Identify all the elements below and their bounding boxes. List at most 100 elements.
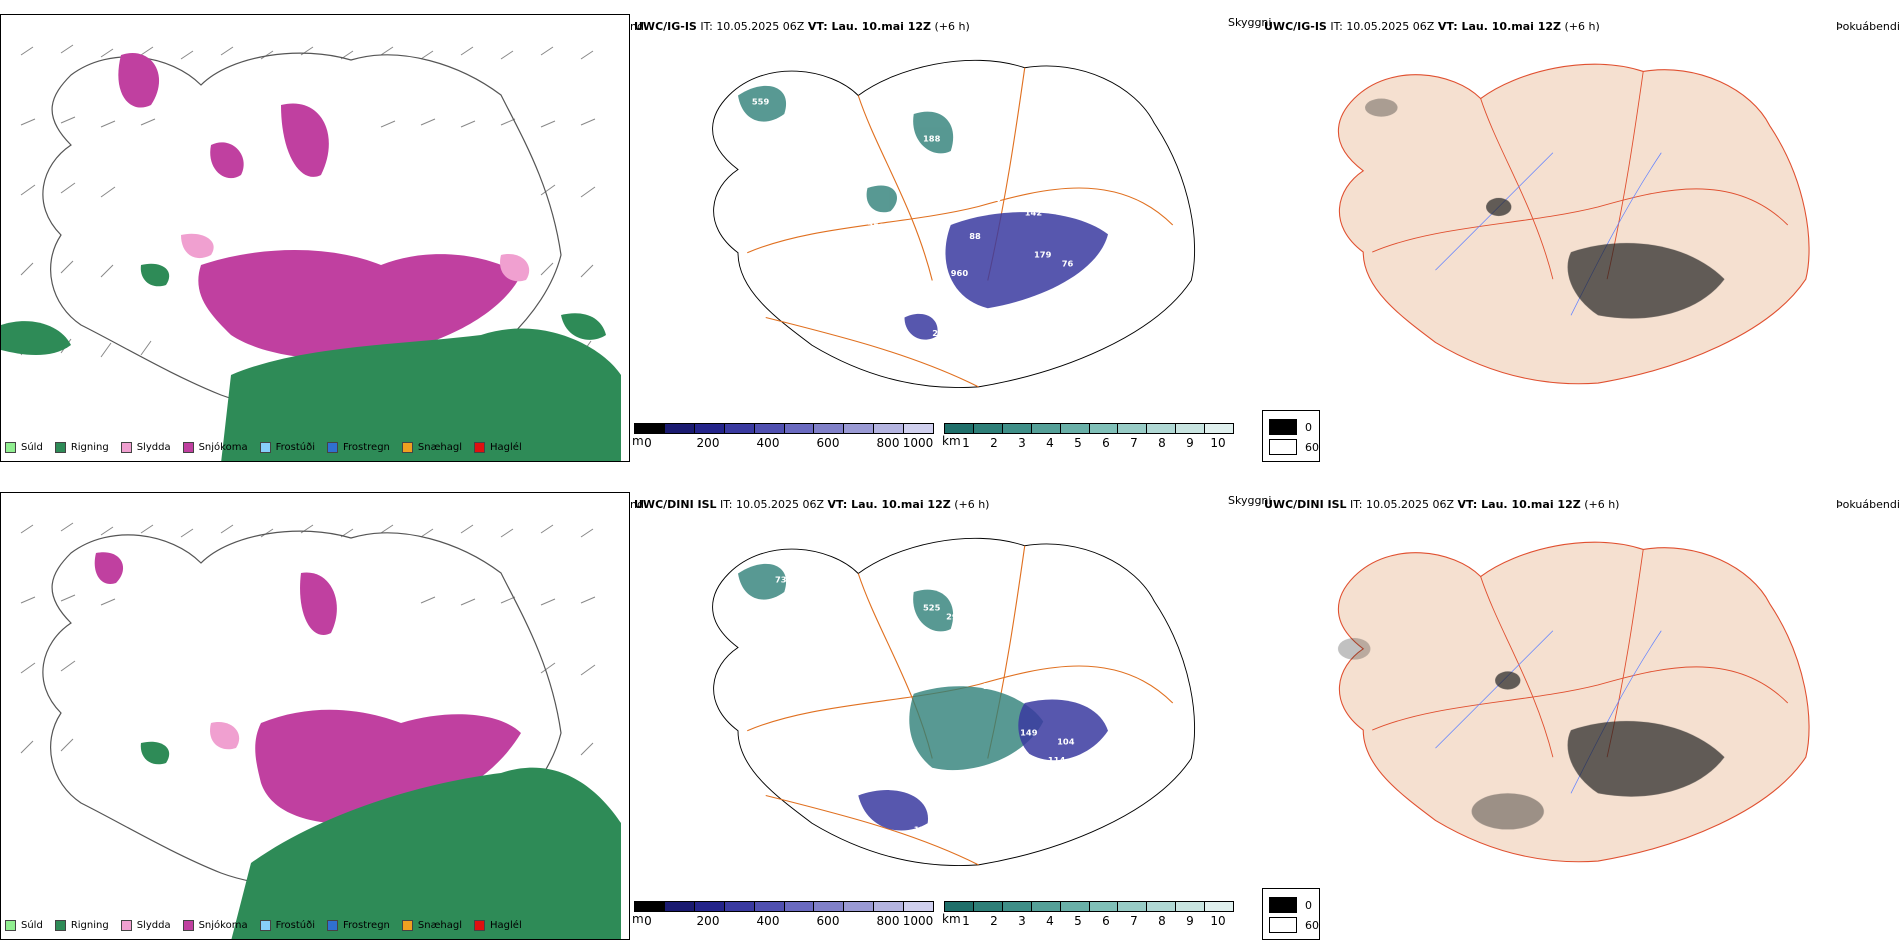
ceiling-value-label: 179 <box>1034 249 1052 259</box>
ceiling-value-label: 338 <box>937 101 955 111</box>
ceiling-colorbar-swatches <box>634 901 934 912</box>
precip-type-map: Súld Rigning Slydda Snjókoma Frostúði Fr… <box>0 492 630 940</box>
row-ig-is: UWC/IG-IS IT: 10.05.2025 06Z VT: Lau. 10… <box>0 0 1900 470</box>
ceiling-value-label: 166 <box>942 296 960 306</box>
visibility-colorbar-swatches <box>944 423 1234 434</box>
ceiling-value-label: 370 <box>752 607 770 617</box>
precip-type-legend: Súld Rigning Slydda Snjókoma Frostúði Fr… <box>5 442 528 453</box>
ceiling-value-label: 960 <box>951 268 969 278</box>
visibility-unit: km <box>942 912 961 926</box>
ceiling-value-label: 559 <box>752 97 770 107</box>
visibility-ticks: 1 2 3 4 5 6 7 8 9 10 <box>962 914 1226 928</box>
ceiling-value-label: 982 <box>789 111 807 121</box>
ceiling-value-label: 358 <box>868 222 886 232</box>
legend-item-drizzle: Súld <box>5 442 43 453</box>
fog-index-legend: 0 60 <box>1262 888 1320 940</box>
ceiling-value-label: 116 <box>983 788 1001 798</box>
precip-type-map: Súld Rigning Slydda Snjókoma Frostúði Fr… <box>0 14 630 462</box>
fog-legend-low: 0 <box>1269 897 1312 913</box>
ceiling-value-label: 35 <box>1006 769 1018 779</box>
panel-title-fog-index: Þokuábendi <box>1836 498 1900 511</box>
ceiling-value-label: 294 <box>983 681 1001 691</box>
legend-item-hail: Haglél <box>474 920 522 931</box>
sleet-areas <box>210 722 240 750</box>
legend-item-drizzle: Súld <box>5 920 43 931</box>
ceiling-value-label: 104 <box>1057 737 1075 747</box>
visibility-colorbar-swatches <box>944 901 1234 912</box>
ceiling-unit: m <box>632 434 644 448</box>
fog-index-map <box>1337 63 1810 385</box>
snow-areas <box>94 552 521 824</box>
ceiling-value-label: 137 <box>914 825 932 835</box>
legend-item-sleet: Slydda <box>120 442 171 453</box>
legend-item-snow: Snjókoma <box>182 920 248 931</box>
ceiling-value-label: 232 <box>951 788 969 798</box>
rain-areas <box>1 263 621 461</box>
rain-areas <box>140 741 621 939</box>
snow-areas <box>118 53 521 359</box>
panel-title-fog-index: Þokuábendi <box>1836 20 1900 33</box>
visibility-colorbar: km 1 2 3 4 5 6 7 8 9 10 <box>942 901 1234 931</box>
legend-item-freezing-drizzle: Frostúði <box>259 442 315 453</box>
ceiling-value-label: 154 <box>937 834 955 844</box>
legend-item-snow: Snjókoma <box>182 442 248 453</box>
fog-legend-high: 60 <box>1269 917 1319 933</box>
panel-title-visibility: Skyggni <box>1228 494 1272 507</box>
legend-item-snow-pellets: Snæhagl <box>401 442 462 453</box>
ceiling-value-label: 291 <box>946 612 964 622</box>
legend-item-snow-pellets: Snæhagl <box>401 920 462 931</box>
fog-index-legend: 0 60 <box>1262 410 1320 462</box>
legend-item-hail: Haglél <box>474 442 522 453</box>
visibility-colorbar: km 1 2 3 4 5 6 7 8 9 10 <box>942 423 1234 453</box>
visibility-ceiling-map: 559 207 982 240 571 338 656 595 188 149 194 142 127 3… <box>712 59 1196 388</box>
panel-header: UWC/DINI ISL IT: 10.05.2025 06Z VT: Lau.… <box>634 498 990 511</box>
ceiling-value-label: 200 <box>979 310 997 320</box>
ceiling-colorbar: m 0 200 400 600 800 1000 <box>632 901 934 931</box>
ceiling-value-label: 656 <box>965 120 983 130</box>
legend-item-freezing-drizzle: Frostúði <box>259 920 315 931</box>
legend-item-rain: Rigning <box>54 442 109 453</box>
ceiling-value-label: 595 <box>891 143 909 153</box>
sleet-areas <box>181 233 530 282</box>
legend-item-sleet: Slydda <box>120 920 171 931</box>
ceiling-value-label: 84 <box>1039 778 1051 788</box>
ceiling-value-label: 75 <box>1108 709 1120 719</box>
ceiling-value-label: 240 <box>803 97 821 107</box>
legend-item-freezing-rain: Frostregn <box>327 920 390 931</box>
visibility-ceiling-map: 735 370 439 525 291 649 94 294 75 149 104 114 84 35 23… <box>712 537 1196 866</box>
ceiling-value-label: 194 <box>983 194 1001 204</box>
precip-map-canvas <box>20 522 621 939</box>
ceiling-value-label: 571 <box>761 120 779 130</box>
visibility-ticks: 1 2 3 4 5 6 7 8 9 10 <box>962 436 1226 450</box>
panel-header: UWC/IG-IS IT: 10.05.2025 06Z VT: Lau. 10… <box>1264 20 1600 33</box>
ceiling-value-label: 231 <box>918 342 936 352</box>
ceiling-value-label: 439 <box>738 630 756 640</box>
ceiling-value-label: 127 <box>1099 208 1117 218</box>
ceiling-value-label: 188 <box>923 134 941 144</box>
panel-header: UWC/DINI ISL IT: 10.05.2025 06Z VT: Lau.… <box>1264 498 1620 511</box>
fog-legend-high: 60 <box>1269 439 1319 455</box>
ceiling-value-label: 76 <box>1062 259 1074 269</box>
row-dini-isl: UWC/DINI ISL IT: 10.05.2025 06Z VT: Lau.… <box>0 478 1900 948</box>
ceiling-value-label: 207 <box>794 83 812 93</box>
ceiling-colorbar: m 0 200 400 600 800 1000 <box>632 423 934 453</box>
panel-title-visibility: Skyggni <box>1228 16 1272 29</box>
fog-index-map <box>1337 541 1810 863</box>
ceiling-value-label: 649 <box>784 640 802 650</box>
ceiling-ticks: 0 200 400 600 800 1000 <box>644 914 934 928</box>
ceiling-value-label: 525 <box>923 603 941 613</box>
panel-header: UWC/IG-IS IT: 10.05.2025 06Z VT: Lau. 10… <box>634 20 970 33</box>
visibility-unit: km <box>942 434 961 448</box>
ceiling-colorbar-swatches <box>634 423 934 434</box>
ceiling-value-label: 222 <box>932 328 950 338</box>
ceiling-value-label: 735 <box>775 575 793 585</box>
ceiling-value-label: 171 <box>951 806 969 816</box>
ceiling-value-label: 149 <box>1020 727 1038 737</box>
legend-item-rain: Rigning <box>54 920 109 931</box>
ceiling-unit: m <box>632 912 644 926</box>
ceiling-value-label: 94 <box>835 709 847 719</box>
ceiling-value-label: 149 <box>942 189 960 199</box>
precip-type-legend: Súld Rigning Slydda Snjókoma Frostúði Fr… <box>5 920 528 931</box>
precip-map-canvas <box>1 44 621 461</box>
ceiling-value-label: 114 <box>1048 755 1066 765</box>
